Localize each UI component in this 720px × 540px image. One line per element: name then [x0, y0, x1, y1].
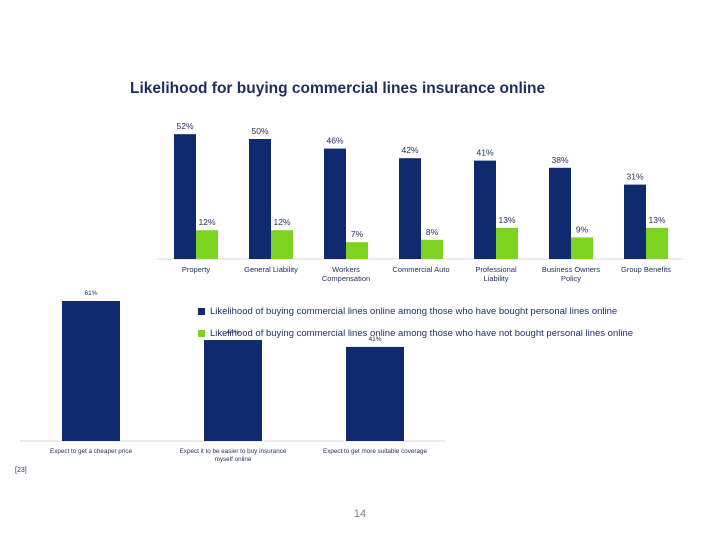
bar-not-bought — [271, 230, 293, 259]
category-label: Business Owners — [542, 265, 601, 274]
bar-not-bought — [421, 239, 443, 259]
data-label-bought: 46% — [326, 136, 343, 146]
bar-reason — [62, 301, 120, 441]
category-label: Workers — [332, 265, 360, 274]
data-label-not-bought: 12% — [273, 217, 290, 227]
data-label-not-bought: 13% — [498, 215, 515, 225]
footnote: [23] — [15, 467, 27, 474]
category-label: Expect to get a cheaper price — [50, 448, 132, 455]
category-label: General Liability — [244, 265, 298, 274]
bar-bought — [549, 167, 571, 259]
chart-title: Likelihood for buying commercial lines i… — [130, 80, 546, 97]
data-label-bought: 42% — [401, 145, 418, 155]
bar-bought — [399, 158, 421, 259]
data-label-bought: 41% — [476, 148, 493, 158]
legend-label-not-bought: Likelihood of buying commercial lines on… — [210, 328, 634, 339]
data-label-reason: 61% — [84, 290, 97, 297]
bar-not-bought — [196, 230, 218, 259]
legend-swatch-not-bought — [198, 329, 205, 337]
data-label-not-bought: 8% — [426, 227, 439, 237]
data-label-bought: 50% — [251, 126, 268, 136]
bar-not-bought — [571, 237, 593, 259]
bar-bought — [249, 139, 271, 259]
data-label-not-bought: 9% — [576, 224, 589, 234]
category-label: Expect it to be easier to buy insurance — [180, 448, 287, 455]
category-label: Policy — [561, 274, 581, 283]
category-label: Group Benefits — [621, 265, 671, 274]
data-label-bought: 38% — [551, 155, 568, 165]
bar-bought — [174, 134, 196, 259]
category-label: Liability — [483, 274, 508, 283]
data-label-reason: 44% — [226, 329, 239, 336]
data-label-reason: 41% — [368, 336, 381, 343]
legend-item-not-bought: Likelihood of buying commercial lines on… — [198, 328, 633, 339]
bar-not-bought — [346, 242, 368, 259]
category-label: myself online — [215, 456, 252, 463]
category-label: Professional — [475, 265, 517, 274]
category-label: Property — [182, 265, 211, 274]
bar-reason — [204, 340, 262, 441]
bar-not-bought — [496, 227, 518, 259]
legend-item-bought: Likelihood of buying commercial lines on… — [198, 306, 617, 317]
legend-swatch-bought — [198, 307, 205, 315]
data-label-not-bought: 12% — [198, 217, 215, 227]
data-label-bought: 52% — [176, 121, 193, 131]
category-label: Expect to get more suitable coverage — [323, 448, 427, 455]
page-number: 14 — [353, 508, 367, 520]
legend-label-bought: Likelihood of buying commercial lines on… — [210, 306, 618, 317]
data-label-not-bought: 7% — [351, 229, 364, 239]
bar-reason — [346, 346, 404, 441]
bar-bought — [624, 184, 646, 259]
category-label: Compensation — [322, 274, 370, 283]
data-label-bought: 31% — [626, 172, 643, 182]
bar-not-bought — [646, 227, 668, 259]
data-label-not-bought: 13% — [648, 215, 665, 225]
category-label: Commercial Auto — [392, 265, 449, 274]
bar-bought — [324, 148, 346, 259]
bar-bought — [474, 160, 496, 259]
